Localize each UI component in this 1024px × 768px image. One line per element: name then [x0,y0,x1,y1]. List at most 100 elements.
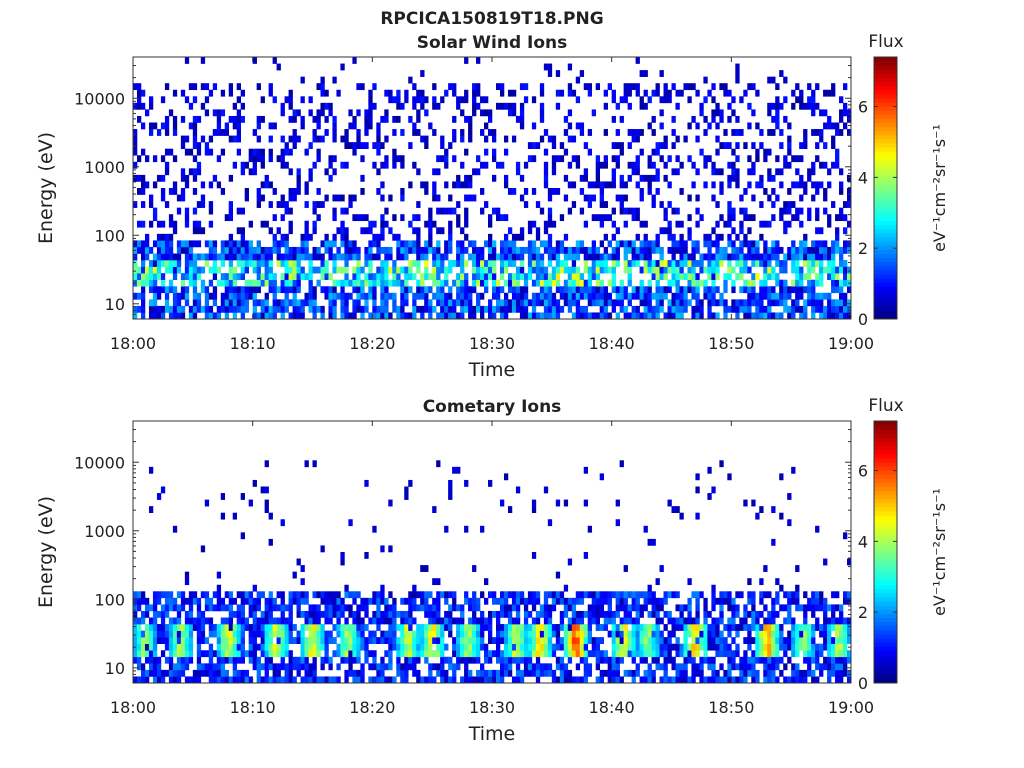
spectrogram-cell [436,279,441,287]
spectrogram-cell [376,168,381,176]
spectrogram-cell [140,102,146,110]
spectrogram-cell [503,597,509,605]
spectrogram-cell [639,174,644,182]
colorbar-swatch [874,85,897,91]
spectrogram-cell [168,188,174,195]
spectrogram-cell [448,260,453,267]
spectrogram-cell [228,135,234,143]
spectrogram-cell [336,89,341,97]
spectrogram-cell [687,253,692,261]
colorbar-swatch [874,118,897,123]
spectrogram-cell [671,591,676,599]
spectrogram-cell [711,109,716,117]
spectrogram-cell [184,624,190,631]
spectrogram-cell [432,597,437,605]
spectrogram-cell [468,617,473,625]
spectrogram-cell [675,676,680,684]
spectrogram-cell [707,637,712,644]
spectrogram-cell [252,650,257,658]
spectrogram-cell [831,286,836,294]
spectrogram-cell [663,610,668,618]
spectrogram-cell [507,109,513,117]
spectrogram-cell [444,656,449,664]
spectrogram-cell [360,663,365,671]
spectrogram-cell [515,643,521,651]
spectrogram-cell [308,266,313,274]
spectrogram-cell [384,109,389,117]
spectrogram-cell [671,83,676,91]
spectrogram-cell [348,519,353,527]
spectrogram-cell [739,286,744,294]
spectrogram-cell [787,286,792,294]
spectrogram-cell [144,676,150,684]
spectrogram-cell [388,656,393,664]
spectrogram-cell [791,669,796,677]
spectrogram-cell [727,591,732,599]
spectrogram-cell [356,610,361,618]
spectrogram-cell [208,292,214,300]
spectrogram-cell [527,591,533,599]
spectrogram-cell [416,168,421,176]
spectrogram-cell [675,266,680,274]
spectrogram-cell [815,246,820,254]
y-tick-label: 10000 [74,89,125,108]
spectrogram-cell [791,240,796,248]
spectrogram-cell [160,591,166,599]
spectrogram-cell [488,624,493,631]
spectrogram-cell [260,650,265,658]
spectrogram-cell [543,597,549,605]
spectrogram-cell [611,286,616,294]
spectrogram-cell [480,663,485,671]
spectrogram-cell [336,663,341,671]
spectrogram-cell [348,279,353,287]
spectrogram-cell [264,506,269,513]
spectrogram-cell [507,102,513,110]
spectrogram-cell [180,624,186,631]
spectrogram-cell [819,161,824,169]
spectrogram-cell [499,663,505,671]
spectrogram-cell [260,630,265,638]
spectrogram-cell [232,273,238,280]
spectrogram-cell [515,597,521,605]
spectrogram-cell [579,246,585,254]
spectrogram-cell [156,240,162,248]
spectrogram-cell [452,181,457,189]
spectrogram-cell [495,279,501,287]
spectrogram-cell [440,292,445,300]
spectrogram-cell [192,299,198,307]
spectrogram-cell [827,122,832,130]
spectrogram-cell [659,630,664,638]
spectrogram-cell [136,630,142,638]
y-axis-label: Energy (eV) [35,132,57,244]
spectrogram-cell [699,148,704,156]
spectrogram-cell [599,161,604,169]
spectrogram-cell [156,493,162,500]
spectrogram-cell [384,115,389,123]
spectrogram-cell [336,253,341,261]
spectrogram-cell [639,676,644,684]
spectrogram-cell [727,676,732,684]
spectrogram-cell [843,122,848,130]
spectrogram-cell [216,109,222,117]
spectrogram-cell [843,102,848,110]
spectrogram-cell [615,519,620,527]
spectrogram-cell [583,194,589,202]
spectrogram-cell [571,650,577,658]
spectrogram-cell [204,499,210,507]
spectrogram-cell [611,676,616,684]
spectrogram-cell [480,643,485,651]
spectrogram-cell [332,194,337,202]
spectrogram-cell [380,584,385,592]
spectrogram-cell [332,610,337,618]
spectrogram-cell [408,591,413,599]
spectrogram-cell [763,591,768,599]
spectrogram-cell [240,650,245,658]
spectrogram-cell [224,604,230,612]
spectrogram-cell [547,286,553,294]
spectrogram-cell [639,240,644,248]
spectrogram-cell [148,466,154,474]
spectrogram-cell [236,273,241,280]
spectrogram-cell [831,122,836,130]
spectrogram-cell [240,630,245,638]
spectrogram-cell [272,292,277,300]
